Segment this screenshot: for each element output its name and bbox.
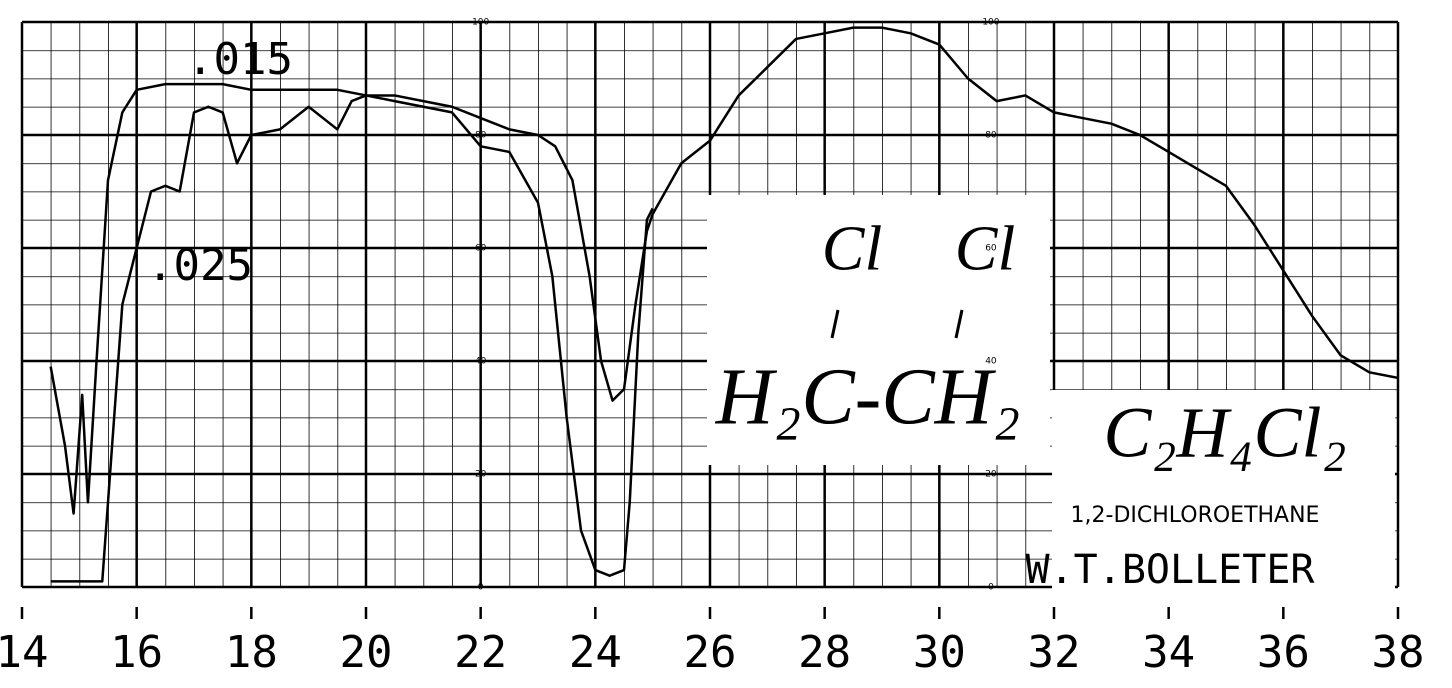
x-tick-label: 30 <box>913 627 966 678</box>
x-tick-label: 18 <box>225 627 278 678</box>
y-tick-label: 100 <box>472 18 489 28</box>
y-tick-label: 80 <box>475 131 487 141</box>
formula: C₂H₄Cl₂ <box>1103 393 1346 473</box>
x-tick-label: 36 <box>1257 627 1310 678</box>
y-tick-label: 100 <box>982 18 999 28</box>
label-box <box>1052 390 1395 598</box>
x-tick-label: 22 <box>454 627 507 678</box>
compound-name: 1,2-DICHLOROETHANE <box>1071 503 1320 528</box>
x-tick-label: 32 <box>1028 627 1081 678</box>
spectrum-line <box>49 26 1399 515</box>
structure-atom: Cl <box>822 213 882 284</box>
y-tick-label: 20 <box>475 470 487 480</box>
y-tick-label: 80 <box>985 131 997 141</box>
x-tick-label: 16 <box>110 627 163 678</box>
y-tick-label: 60 <box>475 244 487 254</box>
y-tick-label: 40 <box>985 357 997 367</box>
spectrum-line <box>50 94 654 583</box>
structure-atom: Cl <box>955 213 1015 284</box>
x-tick-label: 24 <box>569 627 622 678</box>
y-tick-label: 0 <box>988 583 994 593</box>
x-tick-label: 20 <box>340 627 393 678</box>
series-label: .015 <box>187 34 293 85</box>
x-tick-label: 38 <box>1372 627 1425 678</box>
x-tick-label: 26 <box>684 627 737 678</box>
bond <box>830 309 840 339</box>
x-tick-label: 34 <box>1142 627 1195 678</box>
x-tick-label: 14 <box>0 627 48 678</box>
x-tick-label: 28 <box>798 627 851 678</box>
series-label: .025 <box>147 240 253 291</box>
y-tick-label: 0 <box>478 583 484 593</box>
y-tick-label: 60 <box>985 244 997 254</box>
y-tick-label: 20 <box>985 470 997 480</box>
structure-box <box>707 195 1050 465</box>
author: W.T.BOLLETER <box>1026 547 1316 593</box>
y-tick-label: 40 <box>475 357 487 367</box>
bond <box>954 309 964 339</box>
structure-backbone: H₂C-CH₂ <box>715 353 1021 441</box>
